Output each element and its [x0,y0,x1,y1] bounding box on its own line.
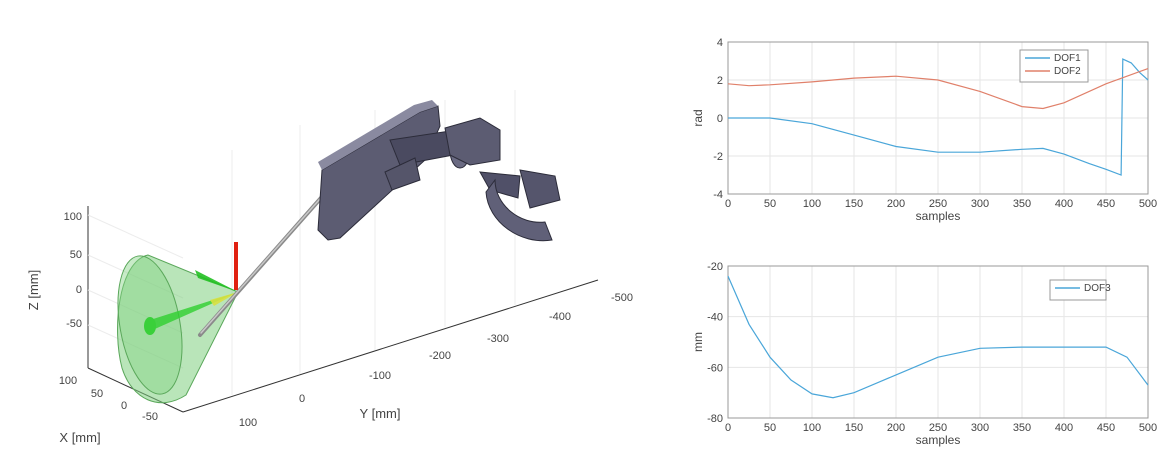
x-tick-label: 450 [1097,198,1115,210]
x-tick-label: 300 [971,198,989,210]
z-tick-label: 0 [76,284,82,296]
x-tick-label: 200 [887,422,905,434]
series-line-dof2 [727,68,1149,110]
x-tick-label: 500 [1139,198,1157,210]
z-axis-label: Z [mm] [26,270,41,310]
z-tick-label: 50 [70,249,82,261]
y-tick-label: 4 [717,37,723,49]
x-axis-label: samples [916,209,961,223]
dof-displacement-chart: 0 50 100 150 200 250 300 350 400 450 500 -80 -60 -40 -… [691,261,1157,447]
legend: DOF3 [1049,279,1111,301]
y-tick-label: -80 [707,413,723,425]
x-tick-label: 250 [929,198,947,210]
x-tick-label: 150 [845,198,863,210]
legend-box [1019,49,1089,83]
legend-entry: DOF1 [1054,53,1081,64]
x-tick-label: 200 [887,198,905,210]
x-tick-label: 50 [764,422,776,434]
x-tick-label: 100 [803,422,821,434]
legend-entry: DOF2 [1054,66,1081,77]
x-axis-label: X [mm] [59,430,100,445]
z-tick-label: -50 [66,318,82,330]
z-tick-labels: 100 50 0 -50 [64,211,82,330]
x-tick-label: 100 [803,198,821,210]
y-tick-label: -300 [487,333,509,345]
robot-arm [317,100,561,242]
x-tick-label: 50 [91,388,103,400]
x-axis-label: samples [916,433,961,447]
x-tick-label: 400 [1055,198,1073,210]
x-tick-label: 0 [725,422,731,434]
x-tick-label: 50 [764,198,776,210]
robot-3d-scene: 100 50 0 -50 Z [mm] 100 50 0 -50 X [mm] … [26,90,633,445]
y-tick-labels: 100 0 -100 -200 -300 -400 -500 [239,292,633,429]
y-tick-label: -20 [707,261,723,273]
y-tick-label: 2 [717,75,723,87]
series-line-dof3 [727,275,1149,399]
x-tick-label: -50 [142,411,158,423]
x-tick-label: 450 [1097,422,1115,434]
y-axis-label: mm [691,332,705,352]
x-tick-label: 500 [1139,422,1157,434]
legend-box [1049,279,1107,301]
y-axis-label: Y [mm] [360,406,401,421]
x-tick-label: 250 [929,422,947,434]
x-tick-label: 300 [971,422,989,434]
y-tick-label: -2 [713,151,723,163]
y-tick-label: 0 [717,113,723,125]
series-line-dof1 [728,58,1149,176]
y-tick-label: -200 [429,350,451,362]
x-tick-label: 100 [59,375,77,387]
y-axis-line [182,279,599,413]
x-tick-label: 0 [725,198,731,210]
z-tick-label: 100 [64,211,82,223]
x-tick-label: 350 [1013,198,1031,210]
y-tick-label: -40 [707,312,723,324]
y-tick-label: -400 [549,311,571,323]
x-tick-labels: 100 50 0 -50 [59,375,158,423]
y-tick-label: -100 [369,370,391,382]
x-tick-label: 0 [121,400,127,412]
y-axis-label: rad [691,109,705,126]
workspace-cone [117,254,239,404]
y-tick-label: -60 [707,362,723,374]
dof-angle-chart: 0 50 100 150 200 250 300 350 400 450 500 -4 -2 0 2 4 sam… [691,37,1157,223]
x-tick-label: 350 [1013,422,1031,434]
x-tick-label: 150 [845,422,863,434]
x-tick-label: 400 [1055,422,1073,434]
y-tick-label: -500 [611,292,633,304]
legend: DOF1 DOF2 [1019,49,1089,83]
y-tick-label: 0 [299,393,305,405]
y-tick-label: -4 [713,189,723,201]
y-tick-label: 100 [239,417,257,429]
legend-entry: DOF3 [1084,283,1111,294]
